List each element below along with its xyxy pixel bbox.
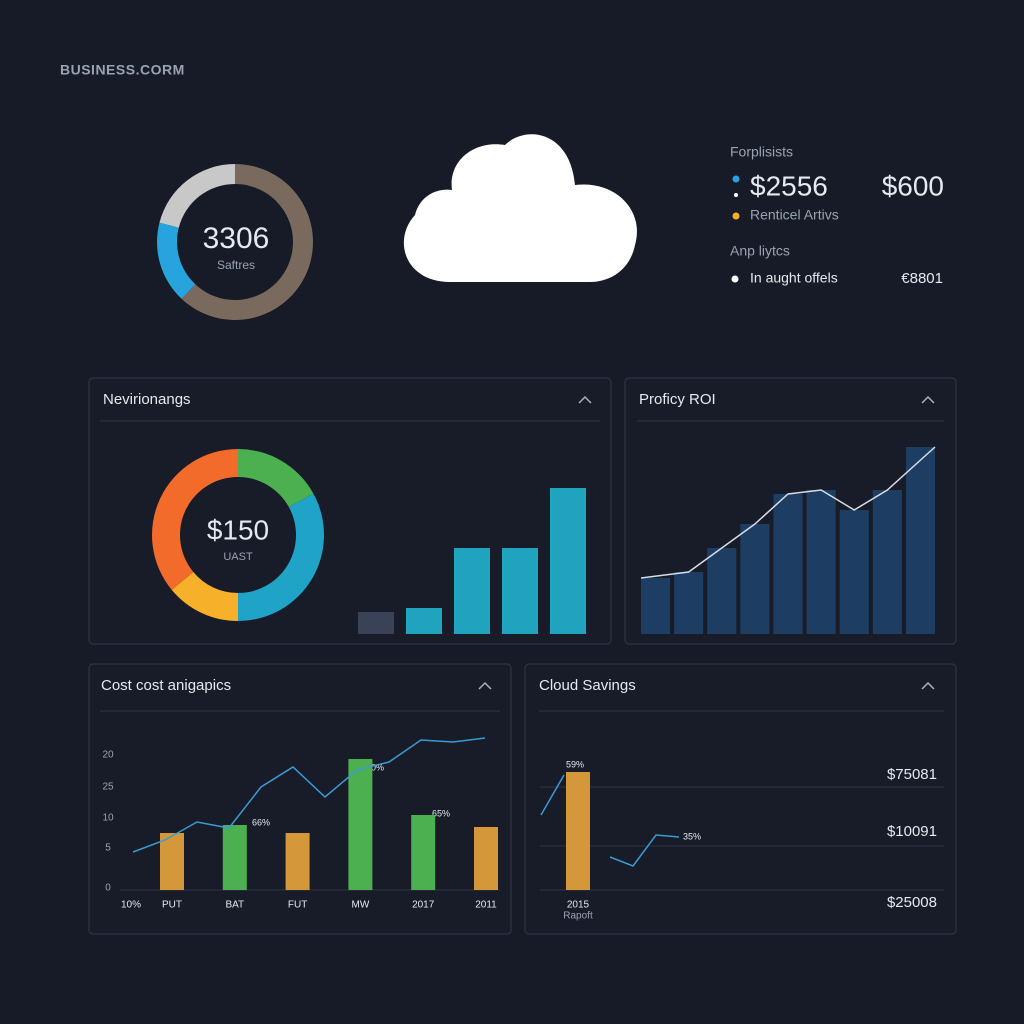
- stat-secondary: $600: [882, 170, 944, 201]
- y-label: 5: [105, 843, 111, 854]
- bar: [839, 510, 869, 634]
- bar: [872, 490, 902, 634]
- bar: [707, 548, 737, 634]
- stat-note: Renticel Artivs: [750, 207, 839, 223]
- bar: [641, 578, 671, 634]
- bar: [905, 447, 935, 634]
- donut-value: 3306: [203, 222, 270, 255]
- x-label: BAT: [225, 900, 244, 911]
- panel-title: Cost cost anigapics: [101, 677, 231, 694]
- x-label: FUT: [288, 900, 307, 911]
- stat-item-value: €8801: [901, 270, 943, 287]
- y-label: 20: [102, 750, 114, 761]
- donut-label: Saftres: [217, 258, 255, 272]
- right-label: $25008: [887, 894, 937, 911]
- bar: [773, 494, 803, 634]
- bar: [406, 608, 442, 634]
- bar: [411, 815, 436, 890]
- annotation: 66%: [252, 817, 270, 827]
- stat-primary: $2556: [750, 170, 828, 201]
- y-label: 10: [102, 813, 114, 824]
- x-label: 2015: [567, 900, 590, 911]
- donut-segment: [181, 164, 313, 320]
- panel-donut: [151, 449, 324, 621]
- bar: [222, 825, 247, 890]
- x-label: PUT: [162, 900, 182, 911]
- y-label: 25: [102, 782, 114, 793]
- bar: [550, 488, 586, 634]
- donut-segment: [171, 571, 238, 621]
- stats-title: Forplisists: [730, 144, 793, 160]
- brand: BUSINESS.CORM: [60, 62, 185, 78]
- annotation: 59%: [566, 759, 584, 769]
- right-label: $10091: [887, 823, 937, 840]
- roi-line: [640, 446, 936, 579]
- cloud-icon: [403, 134, 637, 282]
- annotation: 35%: [683, 831, 701, 841]
- legend-dot: [732, 212, 740, 220]
- x-label: 2017: [412, 900, 435, 911]
- donut-value: $150: [207, 514, 269, 545]
- donut-segment: [159, 164, 235, 228]
- collapse-button[interactable]: [921, 395, 935, 404]
- donut-segment: [151, 449, 238, 590]
- collapse-button[interactable]: [921, 681, 935, 690]
- trend-line: [132, 737, 486, 853]
- x-label: MW: [352, 900, 370, 911]
- bar: [566, 772, 590, 890]
- legend-dot: [731, 275, 739, 283]
- stats-subtitle: Anp liytcs: [730, 243, 790, 259]
- donut-label: UAST: [223, 551, 253, 563]
- donut-segment: [238, 493, 324, 621]
- bar: [348, 759, 373, 890]
- bar: [160, 833, 184, 890]
- panel-title: Cloud Savings: [539, 677, 636, 694]
- stat-item: In aught offels: [750, 270, 838, 286]
- bar: [502, 548, 538, 634]
- donut-segment: [156, 222, 196, 299]
- bar: [806, 490, 836, 634]
- bar: [358, 612, 394, 634]
- panel-title: Nevirionangs: [103, 391, 191, 408]
- summary-donut: [156, 164, 313, 320]
- annotation: 60%: [366, 762, 384, 772]
- x-label: Rapoft: [563, 911, 593, 922]
- collapse-button[interactable]: [578, 395, 592, 404]
- legend-dot: [734, 193, 738, 197]
- bar: [674, 572, 704, 634]
- y-label: 0: [105, 883, 111, 894]
- annotation: 65%: [432, 808, 450, 818]
- bar: [454, 548, 490, 634]
- bar: [285, 833, 310, 890]
- donut-segment: [238, 449, 314, 508]
- right-label: $75081: [887, 766, 937, 783]
- x-label: 2011: [475, 900, 497, 911]
- panel-title: Proficy ROI: [639, 391, 716, 408]
- legend-dot: [732, 175, 740, 183]
- panel: [88, 663, 512, 935]
- collapse-button[interactable]: [478, 681, 492, 690]
- trend-line: [540, 774, 680, 867]
- x-label: 10%: [121, 900, 141, 911]
- bar: [474, 827, 498, 890]
- bar: [740, 524, 770, 634]
